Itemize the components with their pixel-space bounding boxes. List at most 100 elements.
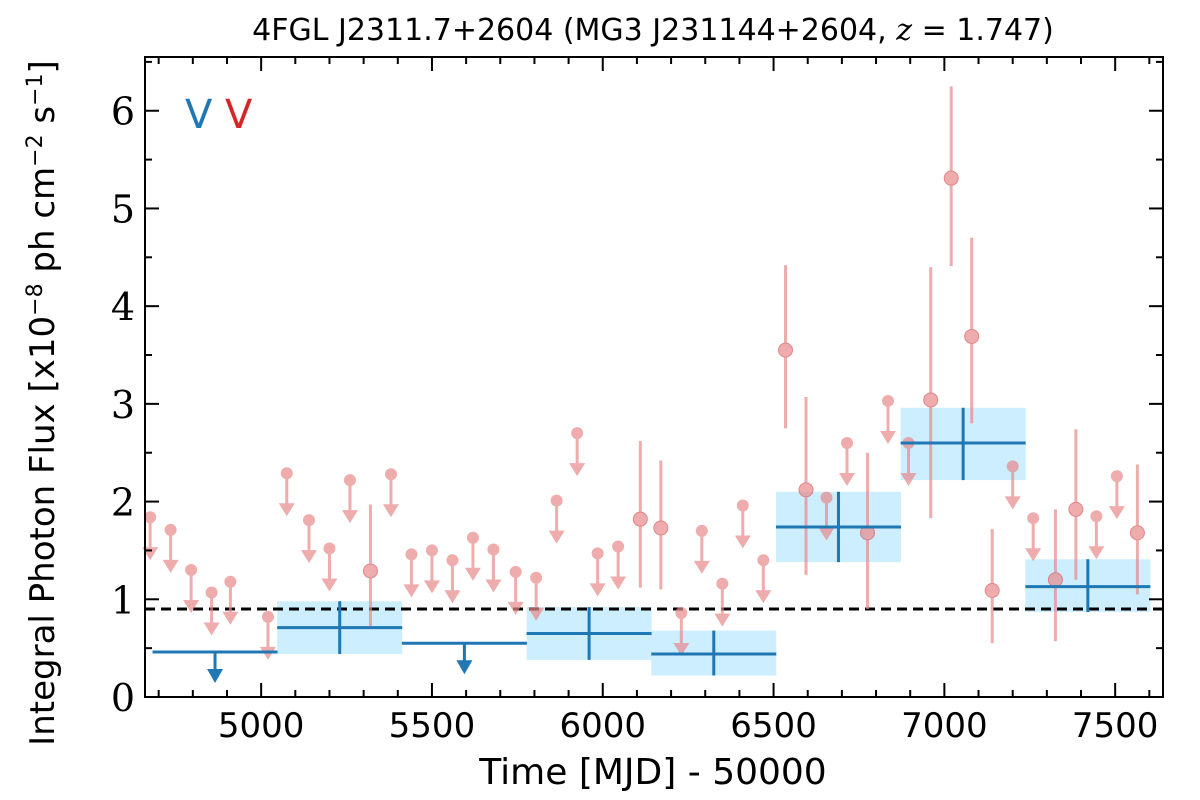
monthly-upper-limit bbox=[714, 577, 731, 627]
upper-limit-arrow bbox=[569, 463, 586, 477]
upper-limit-marker bbox=[466, 531, 479, 544]
monthly-point bbox=[798, 397, 814, 575]
upper-limit-marker bbox=[1090, 510, 1103, 523]
yearly-upper-limit bbox=[152, 650, 278, 684]
monthly-upper-limit bbox=[548, 494, 565, 544]
monthly-point bbox=[1129, 464, 1145, 595]
upper-limit-marker bbox=[509, 565, 522, 578]
y-tick-label: 1 bbox=[111, 578, 135, 622]
yearly-series bbox=[152, 407, 1151, 684]
monthly-point bbox=[778, 265, 794, 429]
upper-limit-arrow bbox=[507, 601, 524, 615]
y-tick-label: 3 bbox=[111, 383, 135, 427]
upper-limit-marker bbox=[1027, 512, 1040, 525]
x-axis-label: Time [MJD] - 50000 bbox=[478, 752, 826, 793]
upper-limit-arrow bbox=[444, 590, 461, 604]
monthly-upper-limit bbox=[222, 575, 239, 625]
upper-limit-arrow bbox=[485, 579, 502, 593]
y-tick-label: 0 bbox=[111, 676, 135, 720]
upper-limit-arrow bbox=[693, 560, 710, 574]
data-marker bbox=[923, 392, 939, 408]
x-axis-ticks: 5000 5500 6000 6500 7000 7500 bbox=[157, 57, 1158, 746]
monthly-point bbox=[1068, 429, 1084, 580]
monthly-point bbox=[653, 460, 669, 590]
upper-limit-marker bbox=[550, 494, 563, 507]
x-tick-label: 5500 bbox=[389, 706, 476, 746]
data-marker bbox=[798, 482, 814, 498]
monthly-upper-limit bbox=[485, 543, 502, 593]
upper-limit-arrow bbox=[456, 660, 473, 675]
monthly-upper-limit bbox=[569, 427, 586, 477]
monthly-upper-limit bbox=[1004, 460, 1021, 510]
y-axis-label: Integral Photon Flux [x10−8 ph cm−2 s−1] bbox=[23, 60, 64, 746]
monthly-point bbox=[632, 441, 648, 588]
yearly-point bbox=[900, 407, 1026, 481]
upper-limit-marker bbox=[841, 436, 854, 449]
upper-limit-marker bbox=[612, 540, 625, 553]
x-tick-label: 7000 bbox=[901, 706, 988, 746]
upper-limit-marker bbox=[224, 575, 237, 588]
monthly-upper-limit bbox=[755, 554, 772, 604]
data-marker bbox=[632, 511, 648, 527]
y-tick-label: 4 bbox=[111, 285, 135, 329]
monthly-upper-limit bbox=[589, 547, 606, 597]
upper-limit-arrow bbox=[610, 576, 627, 590]
upper-limit-arrow bbox=[203, 622, 220, 636]
monthly-point bbox=[1047, 509, 1063, 642]
upper-limit-arrow bbox=[839, 472, 856, 486]
data-marker bbox=[653, 520, 669, 536]
y-axis-ticks: 0 1 2 3 4 5 6 bbox=[111, 60, 1163, 720]
monthly-upper-limit bbox=[673, 606, 690, 656]
upper-limit-arrow bbox=[880, 430, 897, 444]
upper-limit-marker bbox=[1110, 470, 1123, 483]
upper-limit-arrow bbox=[1088, 546, 1105, 560]
upper-limit-arrow bbox=[403, 584, 420, 598]
monthly-point bbox=[943, 86, 959, 267]
upper-limit-marker bbox=[1006, 460, 1019, 473]
monthly-upper-limit bbox=[162, 523, 179, 573]
monthly-upper-limit bbox=[183, 563, 200, 613]
upper-limit-marker bbox=[487, 543, 500, 556]
upper-limit-marker bbox=[205, 586, 218, 599]
upper-limit-marker bbox=[425, 544, 438, 557]
upper-limit-arrow bbox=[1108, 506, 1125, 520]
upper-limit-marker bbox=[144, 511, 157, 524]
plot-frame bbox=[144, 56, 1164, 698]
yearly-point bbox=[775, 491, 901, 563]
data-marker bbox=[964, 328, 980, 344]
upper-limit-arrow bbox=[673, 642, 690, 656]
monthly-upper-limit bbox=[1108, 470, 1125, 520]
upper-limit-arrow bbox=[755, 590, 772, 604]
x-tick-label: 6500 bbox=[730, 706, 817, 746]
legend-marker: V bbox=[185, 92, 213, 138]
monthly-upper-limit bbox=[528, 571, 545, 621]
upper-limit-arrow bbox=[589, 583, 606, 597]
monthly-point bbox=[964, 237, 980, 424]
monthly-series bbox=[142, 86, 1145, 660]
monthly-upper-limit bbox=[839, 436, 856, 486]
upper-limit-arrow bbox=[162, 559, 179, 573]
monthly-upper-limit bbox=[341, 474, 358, 524]
monthly-upper-limit bbox=[507, 565, 524, 615]
monthly-point bbox=[984, 528, 1000, 644]
upper-limit-arrow bbox=[548, 530, 565, 544]
legend-marker: V bbox=[225, 92, 253, 138]
monthly-upper-limit bbox=[403, 548, 420, 598]
x-tick-label: 5000 bbox=[218, 706, 305, 746]
upper-limit-arrow bbox=[464, 567, 481, 581]
upper-limit-arrow bbox=[900, 472, 917, 486]
monthly-upper-limit bbox=[300, 514, 317, 564]
data-marker bbox=[943, 170, 959, 186]
upper-limit-arrow bbox=[382, 504, 399, 518]
upper-limit-arrow bbox=[818, 527, 835, 541]
yearly-upper-limit bbox=[401, 641, 527, 675]
upper-limit-marker bbox=[302, 514, 315, 527]
upper-limit-marker bbox=[164, 523, 177, 536]
data-marker bbox=[778, 342, 794, 358]
upper-limit-arrow bbox=[222, 611, 239, 625]
upper-limit-marker bbox=[757, 554, 770, 567]
upper-limit-arrow bbox=[341, 510, 358, 524]
upper-limit-arrow bbox=[183, 599, 200, 613]
